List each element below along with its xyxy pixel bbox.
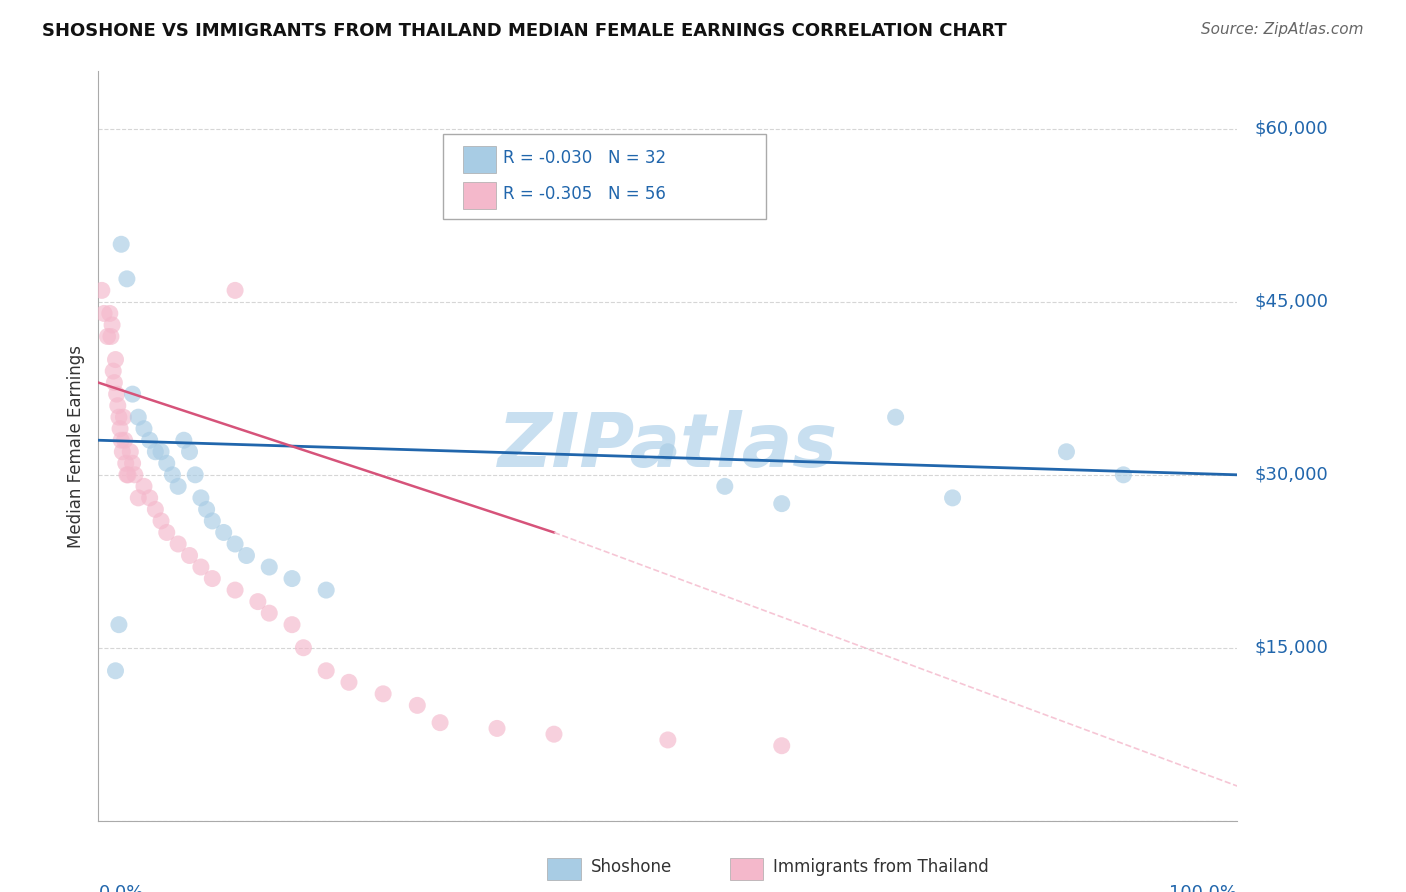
Text: R = -0.305   N = 56: R = -0.305 N = 56 xyxy=(503,185,666,202)
Point xyxy=(98,306,121,320)
Text: SHOSHONE VS IMMIGRANTS FROM THAILAND MEDIAN FEMALE EARNINGS CORRELATION CHART: SHOSHONE VS IMMIGRANTS FROM THAILAND MED… xyxy=(42,22,1007,40)
Text: R = -0.030   N = 32: R = -0.030 N = 32 xyxy=(503,149,666,167)
Point xyxy=(103,364,125,378)
Point xyxy=(292,640,315,655)
Point xyxy=(657,733,679,747)
Point xyxy=(235,549,257,563)
Point xyxy=(884,410,907,425)
Point xyxy=(93,306,115,320)
Point xyxy=(212,525,235,540)
Point xyxy=(108,410,131,425)
Point xyxy=(104,664,127,678)
Text: ZIPatlas: ZIPatlas xyxy=(498,409,838,483)
Text: Shoshone: Shoshone xyxy=(591,858,672,876)
Point xyxy=(429,715,451,730)
Point xyxy=(259,606,281,620)
Point xyxy=(145,502,167,516)
Y-axis label: Median Female Earnings: Median Female Earnings xyxy=(66,344,84,548)
Point xyxy=(100,329,122,343)
Point xyxy=(90,284,112,298)
Point xyxy=(246,594,269,608)
Text: $45,000: $45,000 xyxy=(1254,293,1329,311)
Point xyxy=(315,583,337,598)
Point xyxy=(201,572,224,586)
Point xyxy=(104,352,127,367)
Point xyxy=(224,583,246,598)
Point xyxy=(124,467,146,482)
Point xyxy=(114,456,136,470)
Point xyxy=(162,467,184,482)
Point xyxy=(110,434,132,448)
Point xyxy=(657,444,679,458)
Point xyxy=(156,456,179,470)
Point xyxy=(150,514,173,528)
Text: 0.0%: 0.0% xyxy=(98,884,143,892)
Point xyxy=(173,434,195,448)
Point xyxy=(714,479,737,493)
Point xyxy=(127,491,149,505)
Point xyxy=(114,434,136,448)
Point xyxy=(121,456,143,470)
Point xyxy=(108,617,131,632)
Point xyxy=(190,560,212,574)
Point xyxy=(110,237,132,252)
Point xyxy=(120,444,142,458)
Point xyxy=(770,497,793,511)
Point xyxy=(105,387,128,401)
Text: 100.0%: 100.0% xyxy=(1170,884,1237,892)
Point xyxy=(371,687,394,701)
Point xyxy=(167,479,190,493)
Point xyxy=(127,410,149,425)
Text: $30,000: $30,000 xyxy=(1254,466,1329,483)
Point xyxy=(224,537,246,551)
Point xyxy=(190,491,212,505)
Point xyxy=(179,444,201,458)
Point xyxy=(150,444,173,458)
Point xyxy=(138,491,160,505)
Point xyxy=(132,479,155,493)
Point xyxy=(132,422,155,436)
Point xyxy=(184,467,207,482)
Point xyxy=(315,664,337,678)
Point xyxy=(117,467,139,482)
Point xyxy=(770,739,793,753)
Point xyxy=(115,272,138,286)
Point xyxy=(112,410,135,425)
Point xyxy=(167,537,190,551)
Point xyxy=(1112,467,1135,482)
Point xyxy=(281,617,304,632)
Point xyxy=(145,444,167,458)
Point xyxy=(107,399,129,413)
Point xyxy=(103,376,125,390)
Point xyxy=(121,387,143,401)
Point xyxy=(337,675,360,690)
Text: $15,000: $15,000 xyxy=(1254,639,1329,657)
Point xyxy=(195,502,218,516)
Point xyxy=(259,560,281,574)
Point xyxy=(179,549,201,563)
Point xyxy=(406,698,429,713)
Text: $60,000: $60,000 xyxy=(1254,120,1329,138)
Point xyxy=(115,467,138,482)
Point xyxy=(942,491,965,505)
Point xyxy=(281,572,304,586)
Point xyxy=(111,444,134,458)
Point xyxy=(108,422,131,436)
Text: Immigrants from Thailand: Immigrants from Thailand xyxy=(773,858,988,876)
Point xyxy=(138,434,160,448)
Point xyxy=(224,284,246,298)
Point xyxy=(1056,444,1078,458)
Text: Source: ZipAtlas.com: Source: ZipAtlas.com xyxy=(1201,22,1364,37)
Point xyxy=(96,329,118,343)
Point xyxy=(156,525,179,540)
Point xyxy=(101,318,124,332)
Point xyxy=(543,727,565,741)
Point xyxy=(486,722,509,736)
Point xyxy=(201,514,224,528)
